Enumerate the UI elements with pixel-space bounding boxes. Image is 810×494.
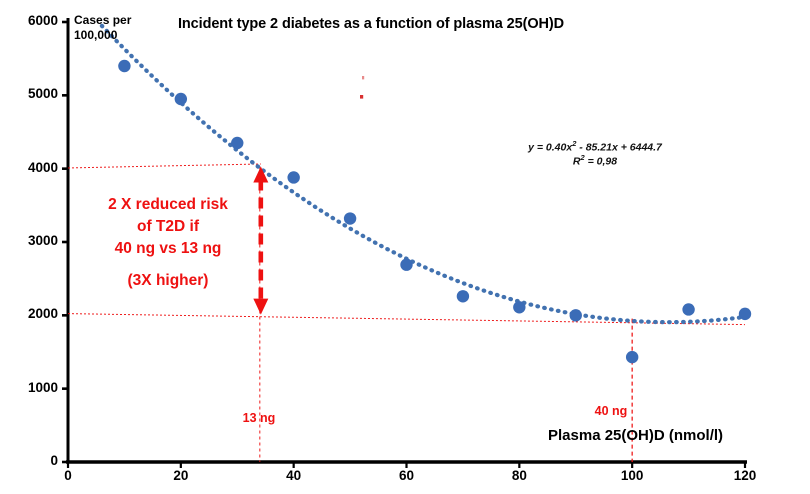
x-axis-tick-label: 120 [733,468,757,483]
marker-label-low: 13 ng [242,411,276,425]
y-axis-tick-label: 0 [50,453,58,468]
x-axis-tick-label: 60 [398,468,415,483]
data-point-markers [118,59,752,364]
r-squared-suffix: = 0,98 [584,155,618,168]
r-squared-prefix: R [572,155,581,168]
stray-marks [360,76,365,99]
risk-annotation-line1: 2 X reduced risk [108,196,228,213]
y-axis-tick-label: 1000 [27,379,58,395]
risk-annotation-text: 2 X reduced risk of T2D if 40 ng vs 13 ng [78,194,258,260]
risk-annotation-line3: 40 ng vs 13 ng [114,240,222,257]
x-axis-tick-label: 20 [173,468,189,483]
x-axis-label: Plasma 25(OH)D (nmol/l) [548,427,724,444]
equation-exponent: 2 [572,139,577,148]
chart-axes [62,18,747,468]
y-axis-tick-label: 5000 [27,86,58,102]
y-axis-tick-label: 3000 [27,233,58,248]
y-axis-label-line2: 100,000 [74,28,118,42]
risk-annotation-line2: of T2D if [137,218,199,235]
r-squared-exponent: 2 [580,153,585,162]
y-axis-tick-label: 2000 [27,306,58,322]
trendline-curve [99,23,748,325]
y-axis-tick-label: 4000 [27,159,58,175]
equation-prefix: y = 0.40x [528,141,573,154]
y-axis-tick-label: 6000 [27,13,58,28]
y-axis-label-line1: Cases per [74,13,132,27]
chart-title: Incident type 2 diabetes as a function o… [178,16,564,32]
x-axis-tick-label: 0 [64,468,72,483]
risk-annotation-subtext: (3X higher) [127,272,209,289]
regression-equation: y = 0.40x2 - 85.21x + 6444.7 [500,139,690,154]
y-axis-label: Cases per 100,000 [74,13,131,43]
x-axis-tick-label: 80 [511,468,527,483]
equation-suffix: - 85.21x + 6444.7 [576,141,662,154]
marker-label-high: 40 ng [594,404,628,418]
x-axis-tick-label: 40 [286,468,302,483]
x-axis-tick-label: 100 [620,468,644,483]
r-squared-label: R2 = 0,98 [500,153,690,168]
risk-difference-arrow [253,166,269,315]
